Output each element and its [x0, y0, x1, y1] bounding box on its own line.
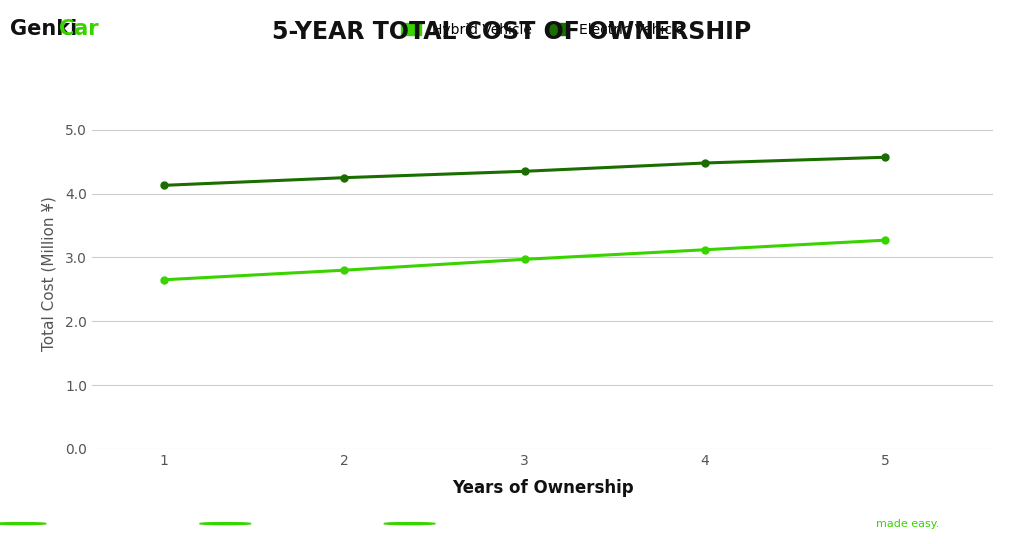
- Text: made easy.: made easy.: [876, 518, 939, 529]
- Hybrid Vehicle: [698, 246, 711, 253]
- Line: Electric Vehicle: Electric Vehicle: [161, 154, 889, 189]
- Electric Vehicle: [698, 160, 711, 166]
- Hybrid Vehicle: [338, 267, 350, 274]
- Electric Vehicle: [879, 154, 891, 160]
- Electric Vehicle: [518, 168, 530, 175]
- Text: Second-hand cars in Japan for foreigners: Second-hand cars in Japan for foreigners: [614, 518, 846, 529]
- X-axis label: Years of Ownership: Years of Ownership: [452, 479, 634, 497]
- Circle shape: [0, 523, 46, 524]
- Text: ⊙  www.GenkiCar.jp: ⊙ www.GenkiCar.jp: [238, 518, 348, 529]
- Text: 5-YEAR TOTAL COST OF OWNERSHIP: 5-YEAR TOTAL COST OF OWNERSHIP: [272, 20, 752, 44]
- Hybrid Vehicle: [879, 237, 891, 244]
- Electric Vehicle: [158, 182, 170, 189]
- Circle shape: [384, 523, 435, 524]
- Hybrid Vehicle: [158, 276, 170, 283]
- Line: Hybrid Vehicle: Hybrid Vehicle: [161, 237, 889, 283]
- Y-axis label: Total Cost (Million ¥): Total Cost (Million ¥): [42, 196, 57, 351]
- Text: Car: Car: [59, 19, 99, 39]
- Electric Vehicle: [338, 175, 350, 181]
- Circle shape: [200, 523, 251, 524]
- Text: ●  Aichi-ken, Nagoya, Japan: ● Aichi-ken, Nagoya, Japan: [33, 518, 188, 529]
- Text: ✉  Info@genkicar.jp: ✉ Info@genkicar.jp: [422, 518, 531, 529]
- Legend: Hybrid Vehicle, Electric Vehicle: Hybrid Vehicle, Electric Vehicle: [395, 17, 690, 42]
- Text: Genki: Genki: [10, 19, 78, 39]
- Hybrid Vehicle: [518, 256, 530, 263]
